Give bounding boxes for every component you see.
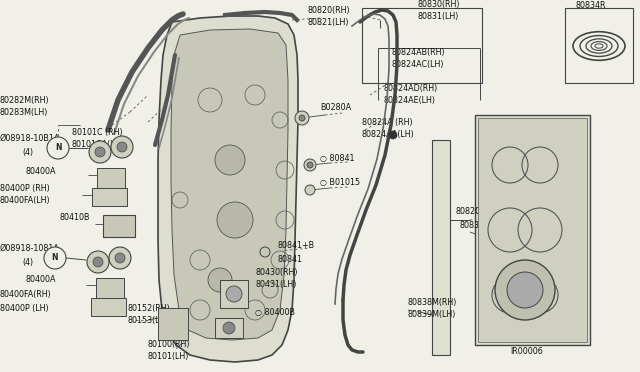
- Text: 80824AE(LH): 80824AE(LH): [383, 96, 435, 105]
- Text: 80283M(LH): 80283M(LH): [0, 108, 49, 116]
- Bar: [565, 8, 633, 83]
- Text: ○ 80400B: ○ 80400B: [255, 308, 295, 317]
- Circle shape: [299, 115, 305, 121]
- Text: 80430(RH): 80430(RH): [255, 267, 298, 276]
- Bar: [220, 280, 248, 308]
- Text: 80820(RH): 80820(RH): [308, 6, 351, 15]
- Text: 80824A (RH): 80824A (RH): [362, 118, 413, 126]
- Text: Ø08918-10B1A: Ø08918-10B1A: [0, 134, 60, 142]
- Circle shape: [89, 141, 111, 163]
- Text: 80841+B: 80841+B: [278, 241, 315, 250]
- Text: 80101CA(LH): 80101CA(LH): [72, 140, 125, 148]
- Circle shape: [507, 272, 543, 308]
- Bar: [432, 140, 450, 355]
- Text: 80824AB(RH): 80824AB(RH): [392, 48, 445, 57]
- Bar: [215, 318, 243, 338]
- Text: 80101(LH): 80101(LH): [148, 353, 189, 362]
- Text: ○ 80841: ○ 80841: [320, 154, 355, 163]
- Circle shape: [305, 185, 315, 195]
- Text: 80820C: 80820C: [455, 208, 486, 217]
- Circle shape: [389, 131, 397, 139]
- Text: 80834R: 80834R: [460, 221, 490, 230]
- Circle shape: [44, 247, 66, 269]
- Text: 80400P (RH): 80400P (RH): [0, 183, 50, 192]
- Bar: [97, 168, 125, 188]
- Text: 80831(LH): 80831(LH): [418, 13, 460, 22]
- Text: 80410B: 80410B: [60, 214, 90, 222]
- Bar: [103, 215, 135, 237]
- Text: 80431(LH): 80431(LH): [255, 279, 296, 289]
- Text: 80400FA(RH): 80400FA(RH): [0, 291, 52, 299]
- Text: 80838M(RH): 80838M(RH): [408, 298, 458, 307]
- Text: (4): (4): [22, 148, 33, 157]
- Text: 80101C (RH): 80101C (RH): [72, 128, 123, 137]
- Circle shape: [307, 162, 313, 168]
- Text: B0280A: B0280A: [320, 103, 351, 112]
- Text: (4): (4): [22, 257, 33, 266]
- Text: 80153(LH): 80153(LH): [128, 315, 170, 324]
- Text: 80839M(LH): 80839M(LH): [408, 310, 456, 318]
- Text: 80100(RH): 80100(RH): [148, 340, 191, 350]
- Text: 80830(RH): 80830(RH): [418, 0, 461, 10]
- Text: IR00006: IR00006: [510, 347, 543, 356]
- Bar: [158, 308, 188, 340]
- Circle shape: [117, 142, 127, 152]
- Circle shape: [115, 253, 125, 263]
- Text: SEC.803: SEC.803: [508, 336, 541, 344]
- Polygon shape: [171, 29, 288, 340]
- Circle shape: [87, 251, 109, 273]
- Bar: [91, 298, 126, 316]
- Text: 80282M(RH): 80282M(RH): [0, 96, 50, 105]
- Circle shape: [208, 268, 232, 292]
- Text: Ø08918-1081A: Ø08918-1081A: [0, 244, 60, 253]
- Bar: [96, 278, 124, 298]
- Text: 80841: 80841: [278, 256, 303, 264]
- Text: 80400P (LH): 80400P (LH): [0, 304, 49, 312]
- Circle shape: [93, 257, 103, 267]
- Text: 80152(RH): 80152(RH): [128, 304, 171, 312]
- Bar: [362, 8, 482, 83]
- Text: ○ B01015: ○ B01015: [320, 177, 360, 186]
- Bar: [475, 115, 590, 345]
- Circle shape: [304, 159, 316, 171]
- Text: 80824AA(LH): 80824AA(LH): [362, 129, 415, 138]
- Circle shape: [95, 147, 105, 157]
- Circle shape: [215, 145, 245, 175]
- Text: 80824AC(LH): 80824AC(LH): [392, 60, 445, 68]
- Bar: [478, 118, 587, 342]
- Text: 80834R: 80834R: [575, 0, 605, 10]
- Circle shape: [495, 260, 555, 320]
- Text: N: N: [52, 253, 58, 263]
- Circle shape: [217, 202, 253, 238]
- Circle shape: [111, 136, 133, 158]
- Polygon shape: [158, 16, 298, 362]
- Text: 80400FA(LH): 80400FA(LH): [0, 196, 51, 205]
- Circle shape: [109, 247, 131, 269]
- Circle shape: [47, 137, 69, 159]
- Text: 80821(LH): 80821(LH): [308, 17, 349, 26]
- Circle shape: [295, 111, 309, 125]
- Bar: [92, 188, 127, 206]
- Text: N: N: [55, 144, 61, 153]
- Text: 80824AD(RH): 80824AD(RH): [383, 83, 437, 93]
- Circle shape: [223, 322, 235, 334]
- Circle shape: [226, 286, 242, 302]
- Text: 80400A: 80400A: [25, 167, 56, 176]
- Text: 80400A: 80400A: [25, 276, 56, 285]
